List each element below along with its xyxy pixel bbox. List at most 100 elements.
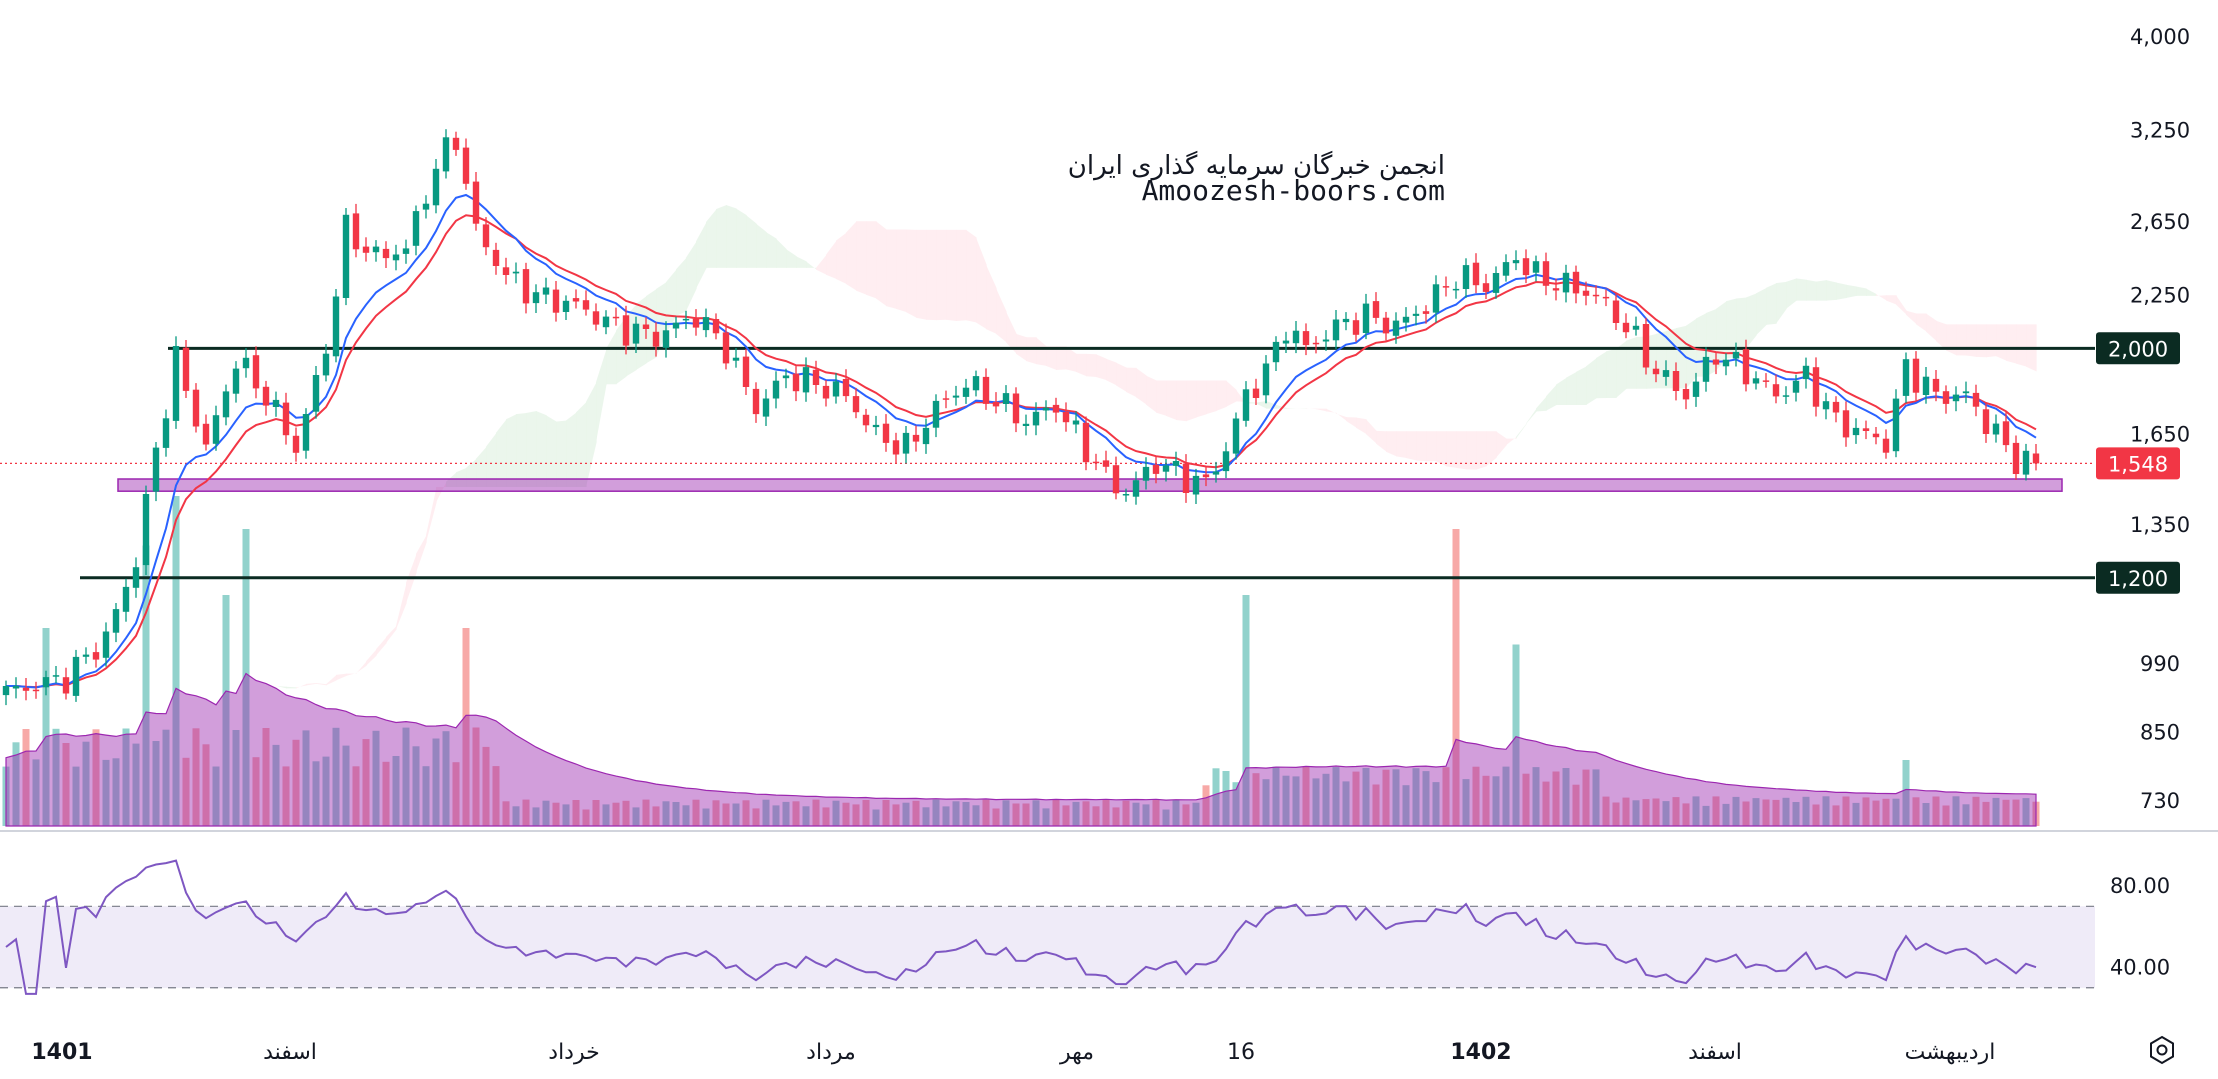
volume-bar	[302, 730, 310, 826]
cloud-segment	[1226, 380, 1237, 407]
cloud-segment	[336, 673, 347, 681]
volume-bar	[1772, 799, 1780, 826]
cloud-segment	[1136, 367, 1147, 405]
cloud-segment	[1726, 298, 1737, 359]
candle	[552, 289, 560, 313]
volume-bar	[1232, 782, 1240, 826]
volume-bar	[1242, 595, 1250, 826]
horizontal-levels[interactable]	[0, 346, 2095, 580]
time-tick-label: اردیبهشت	[1905, 1040, 1996, 1065]
candle	[1892, 398, 1900, 452]
cloud-segment	[1936, 320, 1947, 351]
volume-bar	[922, 807, 930, 826]
cloud-segment	[1356, 417, 1367, 435]
time-axis[interactable]: 1401 اسفند خرداد مرداد مهر 16 1402 اسفند اردیبهش…	[31, 1040, 1995, 1065]
cloud-segment	[1346, 417, 1357, 428]
cloud-segment	[1946, 324, 1957, 356]
cloud-segment	[1026, 337, 1037, 365]
price-axis[interactable]: 4,000 3,250 2,650 2,250 1,650 1,350 990 850 730	[2130, 25, 2190, 813]
candle	[1102, 460, 1110, 467]
candle	[1292, 330, 1300, 344]
cloud-segment	[1306, 408, 1317, 410]
candle	[762, 398, 770, 417]
chart-settings-icon[interactable]	[2150, 1035, 2174, 1065]
cloud-segment	[1416, 431, 1427, 462]
volume-bar	[902, 802, 910, 826]
volume-bar	[942, 806, 950, 826]
cloud-segment	[1086, 353, 1097, 378]
cloud-segment	[276, 685, 287, 689]
volume-bar	[372, 730, 380, 826]
volume-bar	[1972, 796, 1980, 826]
cloud-segment	[1506, 436, 1517, 446]
candle	[782, 375, 790, 379]
cloud-segment	[856, 221, 867, 295]
cloud-segment	[1886, 295, 1897, 305]
candle	[682, 318, 690, 321]
volume-bar	[162, 729, 170, 826]
candle	[1722, 359, 1730, 367]
support-zone[interactable]	[117, 478, 2063, 492]
candle	[382, 248, 390, 259]
candle	[802, 367, 810, 393]
volume-bar	[1882, 798, 1890, 826]
cloud-segment	[1286, 407, 1297, 409]
candle	[412, 211, 420, 246]
cloud-segment	[966, 229, 977, 323]
candle	[742, 356, 750, 387]
candle	[322, 353, 330, 376]
cloud-segment	[1196, 380, 1207, 418]
cloud-segment	[1106, 358, 1117, 386]
volume-bar	[1932, 796, 1940, 826]
volume-bar	[1432, 782, 1440, 826]
cloud-segment	[2006, 324, 2017, 364]
candle	[952, 395, 960, 398]
volume-bar	[892, 804, 900, 826]
volume-bar	[1122, 800, 1130, 826]
cloud-segment	[716, 205, 727, 268]
cloud-segment	[566, 412, 577, 487]
volume-bar	[342, 745, 350, 826]
candle	[2022, 450, 2030, 475]
candle	[882, 423, 890, 443]
volume-bar	[1002, 800, 1010, 826]
cloud-segment	[916, 229, 927, 320]
cloud-segment	[1516, 423, 1527, 439]
volume-bar	[1552, 771, 1560, 826]
volume-bar	[1632, 800, 1640, 826]
volume-bar	[1762, 799, 1770, 826]
volume-bar	[832, 800, 840, 826]
cloud-segment	[1756, 287, 1767, 336]
price-tick-label: 4,000	[2130, 25, 2190, 49]
candle	[1232, 418, 1240, 454]
cloud-segment	[946, 229, 957, 322]
cloud-segment	[1736, 297, 1747, 357]
volume-bar	[1682, 803, 1690, 826]
candle	[172, 346, 180, 421]
cloud-segment	[1006, 311, 1017, 354]
volume-bar	[1622, 797, 1630, 826]
volume-bar	[1572, 784, 1580, 826]
candle	[1332, 319, 1340, 341]
volume-bar	[1322, 773, 1330, 826]
candle	[982, 376, 990, 404]
candle	[92, 652, 100, 660]
price-tags: 2,000 1,200 1,548	[2096, 332, 2180, 594]
cloud-segment	[886, 229, 897, 309]
candle	[402, 248, 410, 254]
candle	[1552, 288, 1560, 291]
volume-bar	[1302, 766, 1310, 826]
volume-bar	[1442, 767, 1450, 826]
candle	[1952, 394, 1960, 402]
candle	[1442, 286, 1450, 288]
time-tick-label: 1402	[1450, 1040, 1511, 1065]
volume-bar	[982, 799, 990, 826]
volume-bar	[992, 808, 1000, 826]
volume-bar	[122, 728, 130, 826]
volume-bar	[752, 808, 760, 826]
volume-bar	[1952, 796, 1960, 826]
volume-bar	[1362, 768, 1370, 826]
candle	[272, 399, 280, 407]
volume-bar	[462, 628, 470, 826]
